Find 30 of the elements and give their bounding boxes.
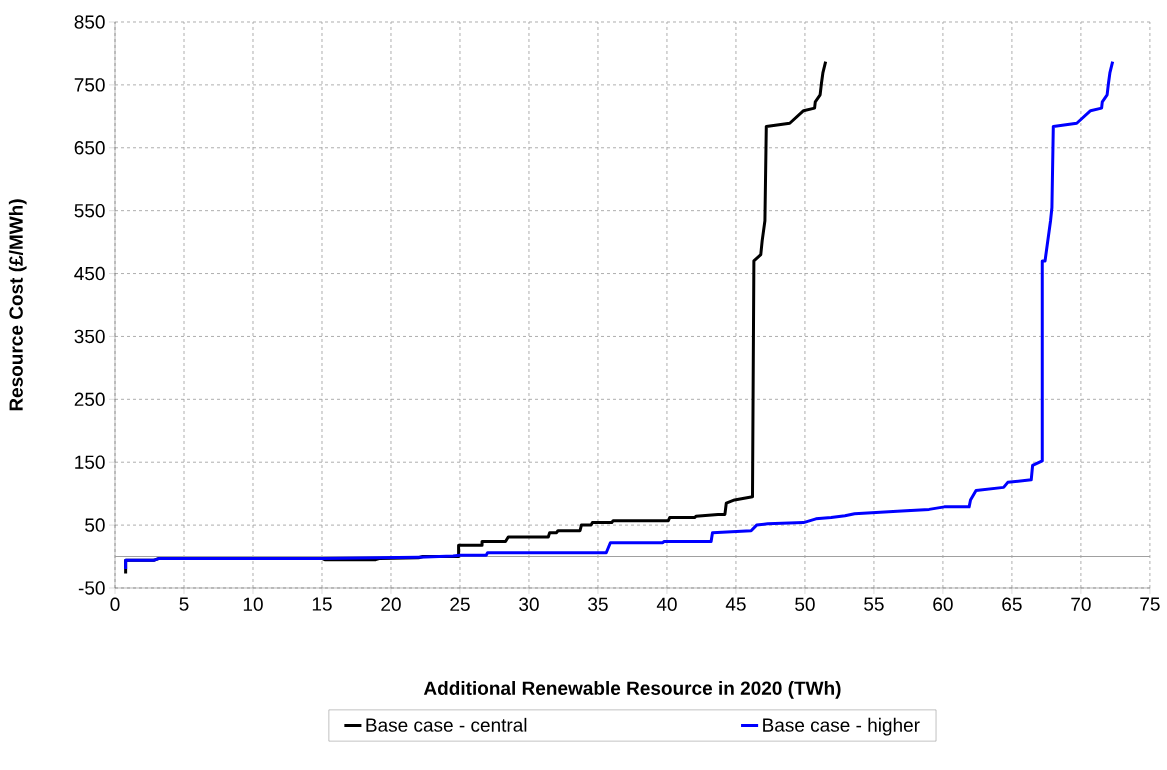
y-axis-title: Resource Cost (£/MWh) — [8, 199, 27, 411]
y-tick-label: 550 — [74, 203, 105, 218]
x-axis-title: Additional Renewable Resource in 2020 (TWh) — [423, 681, 841, 699]
x-tick-label: 10 — [243, 597, 263, 611]
x-tick-label: 20 — [381, 597, 401, 611]
y-tick-label: 450 — [74, 266, 105, 281]
y-tick-label: 250 — [74, 392, 105, 407]
y-tick-label: 350 — [74, 329, 105, 344]
y-tick-label: 650 — [74, 141, 105, 155]
y-tick-label: 850 — [74, 15, 105, 29]
x-tick-label: 15 — [312, 597, 332, 611]
x-tick-label: 60 — [933, 597, 953, 611]
y-tick-label: -50 — [78, 581, 105, 595]
x-tick-label: 65 — [1002, 597, 1022, 611]
x-tick-label: 50 — [795, 597, 815, 611]
x-tick-label: 25 — [450, 597, 470, 611]
x-tick-label: 55 — [864, 597, 884, 611]
x-tick-label: 0 — [110, 597, 120, 611]
x-tick-label: 45 — [725, 597, 746, 611]
y-tick-label: 50 — [85, 518, 105, 532]
x-tick-label: 30 — [519, 597, 539, 611]
x-tick-label: 5 — [179, 597, 189, 611]
x-tick-label: 75 — [1140, 597, 1160, 611]
y-tick-label: 150 — [75, 455, 105, 469]
x-tick-label: 40 — [656, 597, 677, 611]
x-tick-label: 70 — [1071, 597, 1091, 611]
y-tick-label: 750 — [74, 78, 105, 92]
legend-label: Base case - central — [366, 717, 527, 732]
x-tick-label: 35 — [588, 597, 608, 611]
legend-label: Base case - higher — [763, 717, 920, 736]
